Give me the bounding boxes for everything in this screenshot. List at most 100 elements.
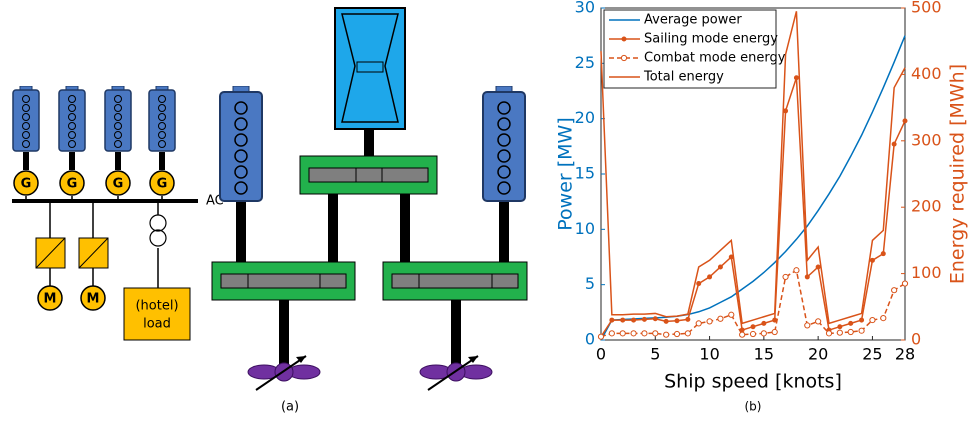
motor-label: M: [87, 292, 100, 307]
point: [674, 331, 679, 336]
point: [642, 317, 646, 321]
y2-tick-label: 0: [911, 330, 921, 349]
y-tick-label: 10: [575, 219, 595, 238]
point: [805, 323, 810, 328]
point: [685, 331, 690, 336]
point: [849, 321, 853, 325]
point: [848, 329, 853, 334]
point: [794, 268, 799, 273]
engine: [59, 86, 85, 151]
point: [664, 319, 668, 323]
point: [675, 319, 679, 323]
point: [696, 321, 701, 326]
y-tick-label: 15: [575, 164, 595, 183]
y2-axis-label: Energy required [MWh]: [947, 64, 969, 284]
point: [686, 317, 690, 321]
point: [621, 318, 625, 322]
y2-tick-label: 200: [911, 197, 942, 216]
point: [837, 330, 842, 335]
converters: [36, 238, 108, 268]
point: [729, 312, 734, 317]
legend-label: Sailing mode energy: [644, 32, 778, 47]
engine-shafts: [26, 152, 162, 170]
point: [631, 331, 636, 336]
point: [838, 325, 842, 329]
point: [860, 318, 864, 322]
y-tick-label: 25: [575, 53, 595, 72]
point: [816, 265, 820, 269]
point: [902, 281, 907, 286]
point: [870, 258, 874, 262]
engine: [220, 86, 262, 201]
point: [751, 325, 755, 329]
point: [664, 332, 669, 337]
y-tick-label: 20: [575, 108, 595, 127]
point: [826, 331, 831, 336]
x-tick-label: 20: [808, 345, 828, 364]
gas-turbine: [335, 8, 405, 129]
point: [859, 328, 864, 333]
y2-tick-label: 300: [911, 130, 942, 149]
y2-tick-label: 100: [911, 263, 942, 282]
point: [892, 288, 897, 293]
small-engines: [13, 86, 175, 151]
point: [708, 275, 712, 279]
point: [718, 265, 722, 269]
point: [653, 331, 658, 336]
legend-label: Average power: [644, 13, 742, 28]
point: [816, 319, 821, 324]
engine: [483, 86, 525, 201]
point: [762, 321, 766, 325]
load-box: [124, 288, 190, 340]
y2-tick-label: 500: [911, 0, 942, 17]
legend-marker: [621, 55, 626, 60]
legend-label: Total energy: [643, 70, 724, 85]
diagram: AC G G G G M M (hotel) load: [12, 8, 527, 415]
generator-labels: G G G G: [21, 177, 168, 192]
x-tick-label: 5: [650, 345, 660, 364]
y-tick-label: 0: [585, 330, 595, 349]
point: [620, 331, 625, 336]
point: [903, 119, 907, 123]
point: [632, 318, 636, 322]
x-tick-label: 0: [596, 345, 606, 364]
point: [870, 317, 875, 322]
point: [718, 316, 723, 321]
page: {"diagram": {"generator_labels": ["G", "…: [0, 0, 971, 421]
point: [750, 331, 755, 336]
point: [598, 334, 603, 339]
x-tick-label: 15: [754, 345, 774, 364]
point: [697, 282, 701, 286]
generator-label: G: [67, 177, 78, 192]
y-axis-label: Power [MW]: [555, 117, 577, 231]
legend-marker: [622, 37, 626, 41]
point: [707, 319, 712, 324]
load-label: load: [143, 317, 171, 332]
x-tick-label: 10: [699, 345, 719, 364]
generator-label: G: [113, 177, 124, 192]
point: [784, 109, 788, 113]
point: [892, 142, 896, 146]
y2-tick-label: 400: [911, 64, 942, 83]
point: [881, 315, 886, 320]
motor-label: M: [44, 292, 57, 307]
point: [805, 275, 809, 279]
point: [740, 332, 745, 337]
x-axis-label: Ship speed [knots]: [664, 371, 842, 393]
legend-label: Combat mode energy: [644, 51, 786, 66]
point: [642, 331, 647, 336]
point: [794, 76, 798, 80]
series-line: [601, 78, 905, 337]
y-tick-label: 5: [585, 274, 595, 293]
point: [881, 252, 885, 256]
x-tick-label: 25: [862, 345, 882, 364]
transformer: [150, 215, 166, 246]
generator-label: G: [21, 177, 32, 192]
caption: (a): [281, 400, 299, 415]
point: [761, 331, 766, 336]
caption: (b): [745, 400, 762, 414]
generator-label: G: [157, 177, 168, 192]
load-label: (hotel): [135, 299, 178, 314]
y-tick-label: 30: [575, 0, 595, 17]
